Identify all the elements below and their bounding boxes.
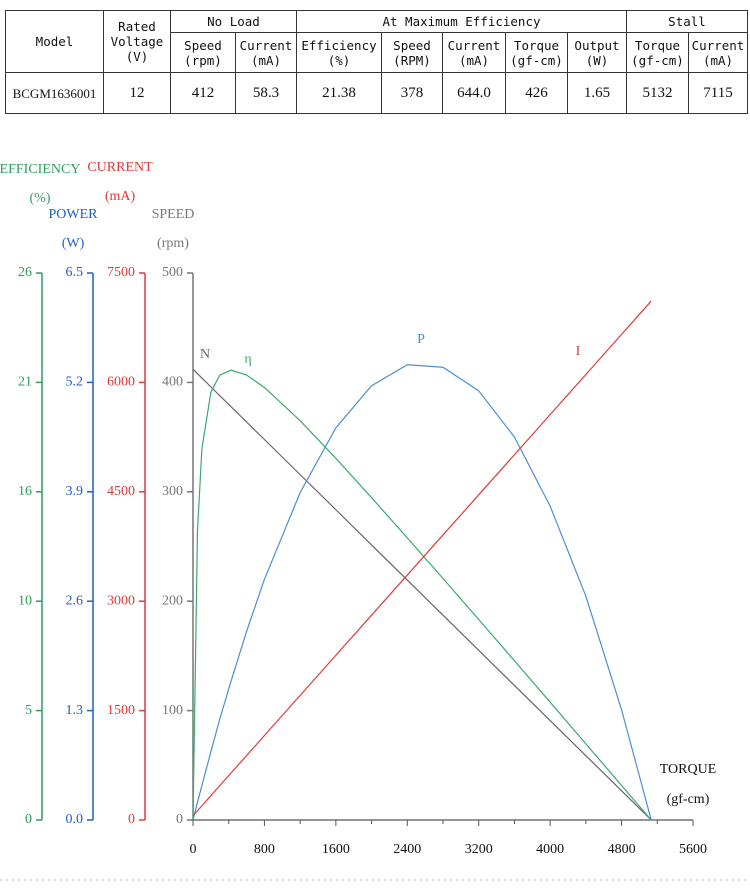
- data-cell: 12: [103, 72, 171, 114]
- axis-title: SPEED: [152, 207, 195, 222]
- header-cell: Rated Voltage (V): [103, 10, 171, 73]
- header-cell: Current (mA): [688, 32, 748, 73]
- data-cell: BCGM1636001: [5, 72, 104, 114]
- header-cell: Torque (gf-cm): [505, 32, 568, 73]
- header-cell: Current (mA): [442, 32, 506, 73]
- y-tick-label: 2.6: [66, 593, 84, 608]
- y-tick-label: 400: [162, 375, 183, 390]
- y-tick-label: 3.9: [66, 484, 84, 499]
- x-tick-label: 1600: [322, 842, 350, 857]
- y-tick-label: 300: [162, 484, 183, 499]
- curve-label: η: [244, 352, 251, 367]
- data-cell: 644.0: [442, 72, 506, 114]
- x-axis-unit: (gf-cm): [667, 792, 710, 807]
- data-cell: 21.38: [296, 72, 382, 114]
- header-cell: Model: [5, 10, 104, 73]
- y-tick-label: 6.5: [66, 265, 84, 280]
- series-line: [192, 369, 652, 821]
- axis-unit: (W): [62, 236, 85, 251]
- curve-label: I: [576, 344, 581, 359]
- data-cell: 5132: [626, 72, 689, 114]
- y-tick-label: 10: [18, 593, 32, 608]
- header-cell: Output (W): [567, 32, 627, 73]
- x-tick-label: 2400: [393, 842, 421, 857]
- header-cell: Torque (gf-cm): [626, 32, 689, 73]
- x-tick-label: 4800: [608, 842, 636, 857]
- y-tick-label: 100: [162, 703, 183, 718]
- y-tick-label: 26: [18, 265, 32, 280]
- data-cell: 1.65: [567, 72, 627, 114]
- data-cell: 58.3: [235, 72, 297, 114]
- y-tick-label: 200: [162, 593, 183, 608]
- curve-label: P: [417, 332, 425, 347]
- x-axis-title: TORQUE: [660, 762, 717, 777]
- curve-label: N: [200, 347, 210, 362]
- y-tick-label: 1500: [107, 703, 135, 718]
- data-cell: 426: [505, 72, 568, 114]
- y-tick-label: 500: [162, 265, 183, 280]
- header-cell: Speed (RPM): [381, 32, 443, 73]
- axis-unit: (mA): [105, 189, 136, 204]
- axis-title: CURRENT: [87, 160, 153, 175]
- series-line: [192, 368, 652, 821]
- y-tick-label: 5.2: [66, 375, 84, 390]
- x-tick-label: 5600: [679, 842, 707, 857]
- header-cell: At Maximum Efficiency: [296, 10, 627, 33]
- x-tick-label: 0: [190, 842, 197, 857]
- y-tick-label: 1.3: [66, 703, 84, 718]
- x-tick-label: 4000: [536, 842, 564, 857]
- y-tick-label: 0.0: [66, 812, 84, 827]
- header-cell: Current (mA): [235, 32, 297, 73]
- y-tick-label: 7500: [107, 265, 135, 280]
- series-line: [192, 300, 652, 817]
- header-cell: Speed (rpm): [170, 32, 236, 73]
- x-tick-label: 3200: [465, 842, 493, 857]
- y-tick-label: 0: [128, 812, 135, 827]
- axis-unit: (%): [30, 191, 51, 206]
- data-cell: 412: [170, 72, 236, 114]
- y-tick-label: 6000: [107, 375, 135, 390]
- axis-unit: (rpm): [157, 236, 189, 251]
- y-tick-label: 16: [18, 484, 32, 499]
- y-tick-label: 21: [18, 375, 32, 390]
- axis-title: EFFICIENCY: [0, 162, 80, 177]
- y-tick-label: 4500: [107, 484, 135, 499]
- y-tick-label: 0: [176, 812, 183, 827]
- x-tick-label: 800: [254, 842, 275, 857]
- axis-title: POWER: [49, 207, 99, 222]
- y-tick-label: 3000: [107, 593, 135, 608]
- data-cell: 7115: [688, 72, 748, 114]
- series-line: [192, 364, 652, 821]
- y-tick-label: 0: [25, 812, 32, 827]
- spec-table: Model Rated Voltage (V) No Load At Maxim…: [5, 10, 748, 114]
- y-tick-label: 5: [25, 703, 32, 718]
